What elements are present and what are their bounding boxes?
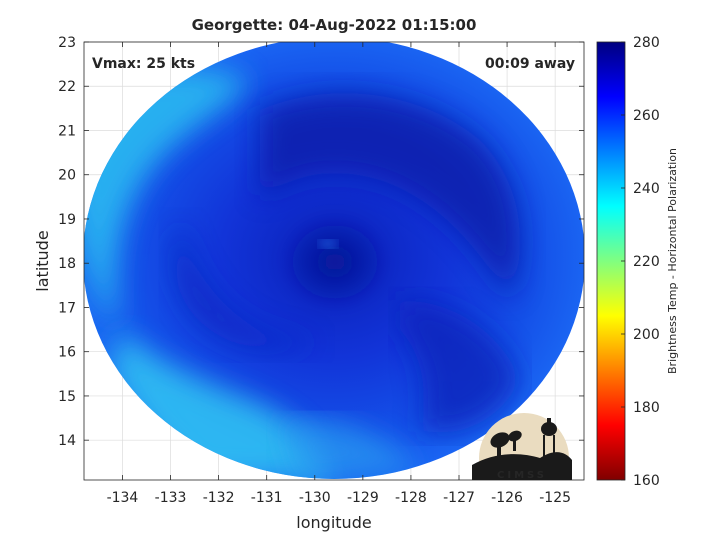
y-tick-label: 15 [58,389,76,405]
y-tick-label: 20 [58,168,76,184]
satellite-dish-icon [490,430,522,458]
y-axis-ticks: 14 15 16 17 18 19 20 21 22 23 [58,35,584,449]
x-axis-ticks: -134 -133 -132 -131 -130 -129 -128 -127 -126 -125 [107,42,571,506]
colorbar-label: Brightness Temp - Horizontal Polarizatio… [666,148,679,374]
y-tick-label: 16 [58,345,76,361]
chart-title: Georgette: 04-Aug-2022 01:15:00 [192,16,477,34]
x-tick-label: -131 [251,490,283,506]
x-tick-label: -132 [203,490,235,506]
colorbar-tick-label: 260 [633,108,660,124]
x-tick-label: -130 [299,490,331,506]
y-axis-label: latitude [33,230,52,291]
colorbar: 160 180 200 220 240 260 280 Brightness Temp - … [596,35,679,489]
y-tick-label: 22 [58,79,76,95]
x-tick-label: -127 [443,490,475,506]
storm-eye-region [280,214,390,310]
plot-area: -134 -133 -132 -131 -130 -129 -128 -127 -126 -125… [58,35,585,506]
x-tick-label: -128 [395,490,427,506]
y-tick-label: 21 [58,123,76,139]
vmax-annotation: Vmax: 25 kts [92,56,195,72]
x-tick-label: -133 [155,490,187,506]
logo-text: CIMSS [497,470,547,481]
spiral-arm-north [260,93,520,300]
spiral-arm-west [173,220,320,350]
cimss-logo: CIMSS [472,413,572,481]
y-tick-label: 18 [58,256,76,272]
colorbar-tick-label: 160 [633,473,660,489]
plot-frame [83,41,585,481]
x-tick-label: -125 [539,490,571,506]
colorbar-tick-label: 240 [633,181,660,197]
y-tick-label: 17 [58,300,76,316]
y-tick-label: 14 [58,433,76,449]
water-tower-icon [541,418,557,459]
logo-hills [472,452,572,480]
away-annotation: 00:09 away [485,56,575,72]
colorbar-tick-label: 280 [633,35,660,51]
x-tick-label: -134 [107,490,139,506]
y-tick-label: 19 [58,212,76,228]
convective-core [319,240,337,248]
colorbar-gradient [596,41,626,481]
colorbar-ticks: 160 180 200 220 240 260 280 [621,35,660,489]
colorbar-tick-label: 220 [633,254,660,270]
outer-band-south [280,417,420,479]
colorbar-tick-label: 200 [633,327,660,343]
x-tick-label: -126 [491,490,523,506]
x-tick-label: -129 [347,490,379,506]
spiral-arm-east [400,300,520,433]
colorbar-tick-label: 180 [633,400,660,416]
y-tick-label: 23 [58,35,76,51]
x-axis-label: longitude [296,513,371,532]
